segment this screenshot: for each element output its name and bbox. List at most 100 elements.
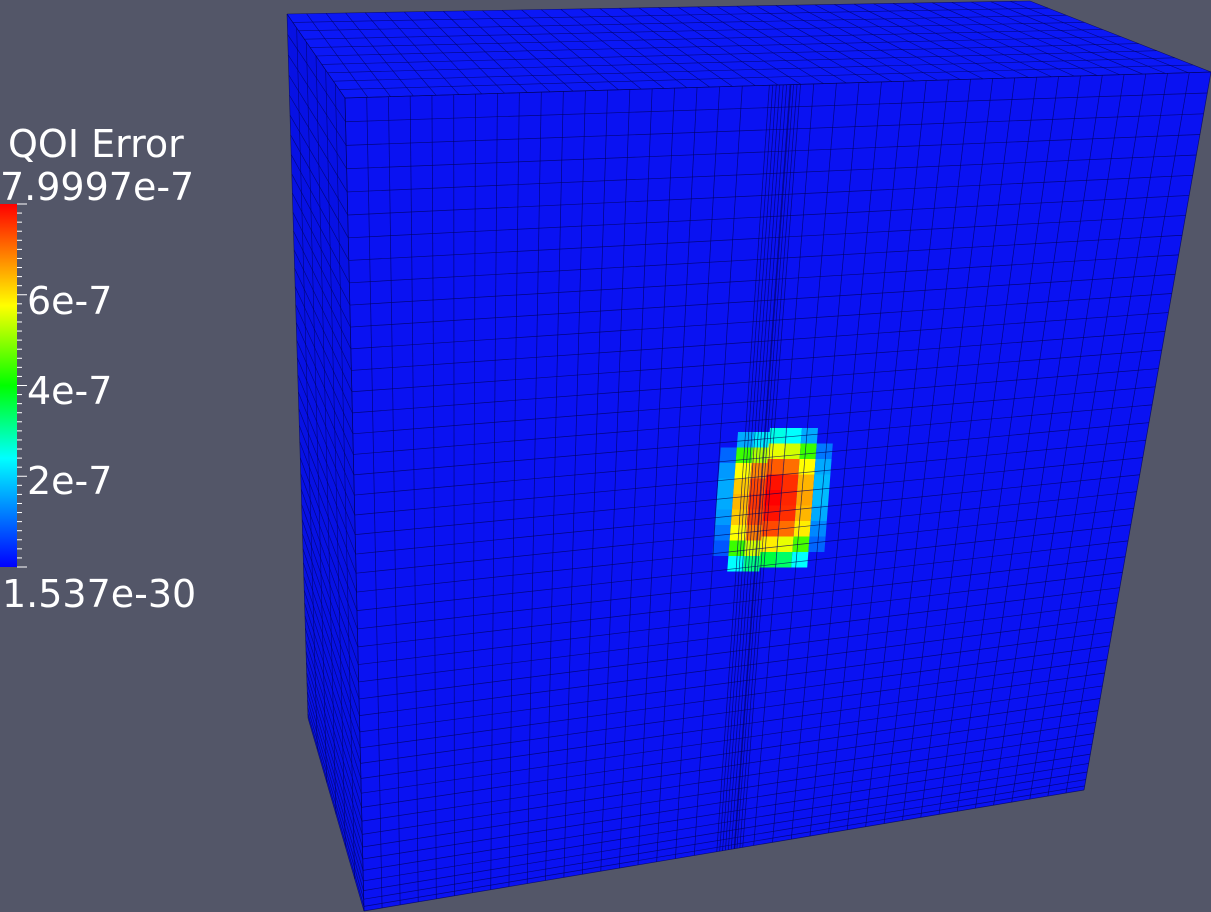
mesh-grid-line: [304, 22, 1085, 40]
mesh-grid-line: [286, 13, 309, 719]
hotspot-cell: [797, 474, 815, 490]
mesh-grid-line: [350, 273, 1176, 328]
mesh-grid-line: [902, 78, 994, 821]
colorbar-tick-label: 2e-7: [27, 459, 113, 503]
hotspot-cell: [780, 490, 798, 506]
mesh-grid-line: [339, 64, 1193, 90]
mesh-grid-line: [315, 36, 1121, 57]
mesh-grid-line: [315, 55, 337, 815]
mesh-grid-line: [956, 76, 1059, 812]
colorbar-max-label: 7.9997e-7: [0, 165, 195, 209]
hotspot-cell: [781, 474, 799, 490]
mesh-grid-line: [357, 556, 1126, 648]
mesh-grid-line: [742, 84, 801, 848]
hotspot-cell: [799, 443, 817, 459]
mesh-grid-line: [307, 700, 364, 891]
mesh-grid-line: [346, 113, 1204, 146]
mesh-grid-line: [351, 312, 1169, 371]
mesh-grid-line: [345, 92, 1208, 123]
mesh-grid-line: [1065, 72, 1190, 794]
mesh-grid-line: [545, 91, 564, 881]
front-face-grid: [344, 71, 1211, 912]
mesh-grid-line: [357, 540, 1129, 630]
top-face-grid: [286, 0, 1211, 99]
mesh-grid-line: [363, 785, 1085, 907]
mesh-grid-line: [297, 374, 356, 516]
mesh-grid-line: [846, 80, 927, 830]
mesh-grid-line: [290, 134, 349, 238]
mesh-grid-line: [307, 713, 365, 907]
hotspot-cell: [776, 536, 794, 552]
mesh-grid-line: [292, 193, 351, 306]
error-hotspot: [712, 428, 833, 572]
hotspot-cell: [762, 505, 780, 521]
mesh-grid-line: [298, 392, 356, 535]
mesh-grid-line: [736, 84, 794, 849]
mesh-grid-line: [348, 215, 1186, 261]
mesh-grid-line: [299, 441, 357, 593]
mesh-grid-line: [508, 92, 520, 887]
hotspot-cell: [784, 428, 802, 444]
mesh-grid-line: [294, 268, 353, 392]
hotspot-cell: [752, 432, 770, 448]
mesh-grid-line: [354, 439, 1146, 516]
mesh-grid-line: [292, 212, 351, 328]
hotspot-cell: [798, 459, 816, 475]
hotspot-cell: [796, 490, 814, 506]
mesh-grid-line: [306, 682, 364, 871]
mesh-grid-line: [350, 293, 1172, 350]
mesh-grid-line: [355, 474, 1140, 555]
colorbar-gradient: [0, 204, 17, 567]
mesh-grid-line: [301, 519, 359, 683]
mesh-grid-line: [347, 154, 1197, 193]
hotspot-cell: [815, 443, 833, 459]
colorbar-title: QOI Error: [8, 122, 184, 166]
hotspot-cell: [813, 474, 831, 490]
mesh-grid-line: [753, 83, 815, 846]
mesh-grid-line: [298, 425, 357, 574]
hotspot-cell: [791, 552, 809, 568]
mesh-grid-line: [353, 404, 1153, 476]
mesh-grid-line: [287, 54, 347, 146]
hotspot-cell: [794, 505, 812, 521]
mesh-grid-line: [354, 422, 1150, 496]
mesh-grid-line: [299, 457, 358, 611]
mesh-grid-line: [637, 88, 675, 865]
mesh-grid-line: [360, 645, 1110, 749]
mesh-grid-line: [349, 254, 1179, 306]
mesh-grid-line: [352, 349, 1162, 414]
hotspot-cell: [777, 521, 795, 537]
mesh-grid-line: [409, 96, 419, 902]
mesh-grid-line: [356, 524, 1131, 611]
mesh-grid-line: [290, 154, 350, 261]
mesh-grid-line: [289, 115, 348, 216]
colorbar-min-label: 1.537e-30: [2, 572, 197, 616]
mesh-grid-line: [675, 86, 720, 859]
mesh-grid-line: [293, 231, 352, 349]
hotspot-cell: [775, 552, 793, 568]
mesh-grid-line: [289, 95, 348, 193]
mesh-grid-line: [453, 94, 455, 896]
mesh-grid-line: [310, 29, 1103, 48]
hotspot-cell: [768, 428, 786, 444]
mesh-grid-line: [1011, 74, 1125, 803]
mesh-grid-line: [362, 753, 1091, 871]
mesh-grid-line: [302, 548, 360, 716]
mesh-grid-line: [305, 640, 363, 822]
mesh-grid-line: [304, 603, 362, 779]
mesh-grid-line: [730, 84, 788, 850]
mesh-grid-line: [734, 84, 792, 849]
mesh-grid-line: [303, 562, 361, 732]
mesh-grid-line: [356, 507, 1134, 593]
mesh-grid-line: [358, 572, 1123, 665]
hotspot-cell: [764, 490, 782, 506]
mesh-grid-line: [716, 85, 770, 852]
mesh-grid-line: [725, 84, 781, 851]
hotspot-cell: [814, 459, 832, 475]
mesh-grid-line: [883, 79, 971, 824]
mesh-grid-line: [358, 587, 1120, 683]
mesh-grid-line: [975, 75, 1081, 809]
mesh-grid-line: [306, 691, 364, 882]
